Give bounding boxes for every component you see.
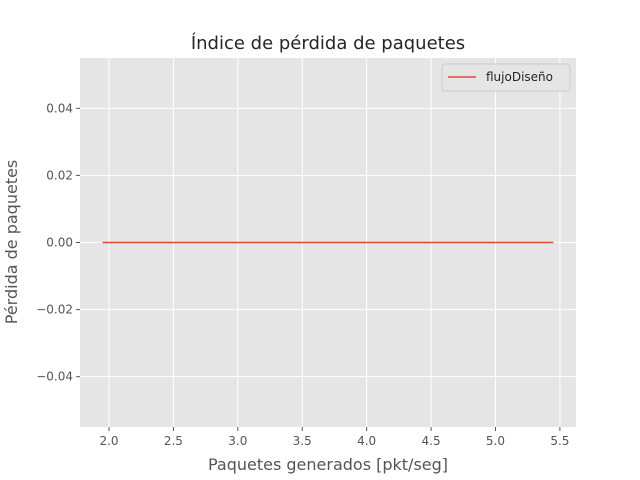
x-tick-label: 5.0 <box>486 434 505 448</box>
x-tick-label: 5.5 <box>550 434 569 448</box>
y-axis-ticks: −0.04 −0.02 0.00 0.02 0.04 <box>36 101 80 384</box>
y-tick-label: −0.02 <box>36 303 73 317</box>
legend: flujoDiseño <box>441 63 571 92</box>
chart-title: Índice de pérdida de paquetes <box>191 32 465 54</box>
legend-label-flujo-diseno: flujoDiseño <box>486 70 553 84</box>
x-tick-label: 3.5 <box>293 434 312 448</box>
legend-box <box>441 63 571 92</box>
y-tick-label: 0.04 <box>46 101 73 115</box>
x-tick-label: 4.5 <box>422 434 441 448</box>
y-tick-label: 0.00 <box>46 236 73 250</box>
x-tick-label: 3.0 <box>228 434 247 448</box>
x-tick-label: 2.0 <box>99 434 118 448</box>
x-tick-label: 2.5 <box>164 434 183 448</box>
x-tick-label: 4.0 <box>357 434 376 448</box>
x-axis-ticks: 2.0 2.5 3.0 3.5 4.0 4.5 5.0 5.5 <box>99 427 569 448</box>
x-axis-label: Paquetes generados [pkt/seg] <box>208 455 448 474</box>
y-tick-label: −0.04 <box>36 370 73 384</box>
y-axis-label: Pérdida de paquetes <box>2 160 21 325</box>
y-tick-label: 0.02 <box>46 168 73 182</box>
